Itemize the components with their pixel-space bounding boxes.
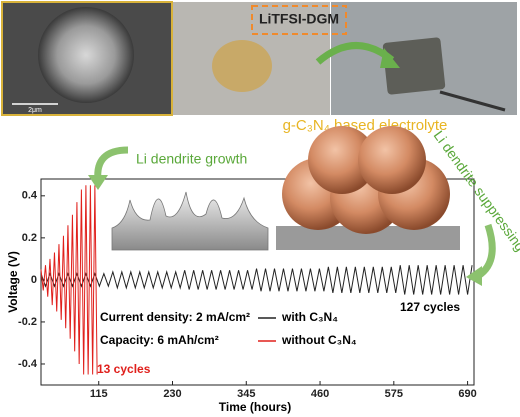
membrane (382, 37, 446, 95)
x-tick-label: 460 (311, 388, 329, 400)
tweezers (439, 90, 506, 112)
dendrites (111, 191, 269, 251)
sphere (358, 126, 426, 194)
x-axis-label: Time (hours) (219, 400, 291, 414)
plot-frame (40, 178, 475, 386)
data-line (40, 265, 473, 295)
arrow-head (380, 48, 400, 68)
annotation: Current density: 2 mA/cm² (100, 310, 250, 324)
powder (212, 40, 272, 92)
y-tick-label: 0.2 (22, 232, 37, 244)
sphere (308, 126, 376, 194)
annotation: 127 cycles (400, 300, 460, 314)
annotation: Capacity: 6 mAh/cm² (100, 333, 219, 347)
arrow-head (88, 175, 108, 190)
label-box (251, 5, 347, 35)
legend-label: with C₃N₄ (281, 310, 338, 324)
y-tick-label: -0.2 (18, 316, 37, 328)
x-tick-label: 575 (385, 388, 403, 400)
x-tick-label: 690 (458, 388, 476, 400)
y-tick-label: 0.4 (22, 190, 38, 202)
x-tick-label: 115 (90, 388, 108, 400)
x-tick-label: 230 (163, 388, 181, 400)
annotation: Li dendrite growth (136, 151, 247, 167)
x-tick-label: 345 (237, 388, 255, 400)
electrolyte-label: LiTFSI-DGM (259, 11, 339, 27)
data-line (40, 185, 98, 375)
scale-label: 2μm (28, 107, 42, 114)
annotation: 13 cycles (97, 362, 151, 376)
sem-sphere (38, 7, 134, 103)
y-tick-label: -0.4 (18, 358, 38, 370)
y-tick-label: 0 (31, 274, 37, 286)
electrolyte-caption: g-C₃N₄ based electrolyte (283, 117, 448, 134)
legend-label: without C₃N₄ (281, 333, 357, 347)
y-axis-label: Voltage (V) (6, 251, 20, 313)
arrow-head (466, 266, 482, 286)
